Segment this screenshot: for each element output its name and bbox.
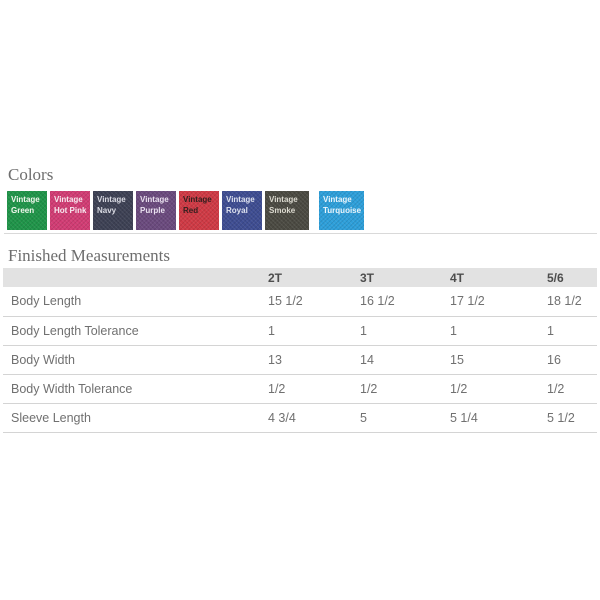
swatch-label-line2: Green — [11, 206, 35, 215]
table-header-row: 2T 3T 4T 5/6 — [3, 268, 597, 287]
cell-value: 1/2 — [260, 374, 352, 404]
size-header-5-6: 5/6 — [539, 268, 597, 287]
cell-value: 1/2 — [352, 374, 442, 404]
swatch-label-line2: Hot Pink — [54, 206, 87, 215]
cell-value: 1 — [260, 316, 352, 346]
row-label: Body Length — [3, 287, 260, 317]
size-header-3t: 3T — [352, 268, 442, 287]
table-row: Sleeve Length 4 3/4 5 5 1/4 5 1/2 — [3, 403, 597, 433]
size-header-blank — [3, 268, 260, 287]
swatch-vintage-royal[interactable]: Vintage Royal — [222, 191, 262, 230]
size-header-2t: 2T — [260, 268, 352, 287]
cell-value: 4 3/4 — [260, 403, 352, 433]
cell-value: 18 1/2 — [539, 287, 597, 317]
swatch-label-line1: Vintage — [140, 195, 169, 204]
cell-value: 1 — [352, 316, 442, 346]
cell-value: 13 — [260, 345, 352, 375]
cell-value: 17 1/2 — [442, 287, 539, 317]
section-divider — [4, 233, 597, 234]
row-label: Sleeve Length — [3, 403, 260, 433]
cell-value: 1 — [442, 316, 539, 346]
swatch-label-line1: Vintage — [323, 195, 352, 204]
cell-value: 16 1/2 — [352, 287, 442, 317]
cell-value: 15 — [442, 345, 539, 375]
swatch-vintage-turquoise[interactable]: Vintage Turquoise — [319, 191, 364, 230]
cell-value: 15 1/2 — [260, 287, 352, 317]
swatch-vintage-smoke[interactable]: Vintage Smoke — [265, 191, 309, 230]
swatch-label-line2: Turquoise — [323, 206, 362, 215]
swatch-label-line1: Vintage — [183, 195, 212, 204]
table-row: Body Width Tolerance 1/2 1/2 1/2 1/2 — [3, 374, 597, 404]
row-label: Body Width Tolerance — [3, 374, 260, 404]
swatch-label-line2: Purple — [140, 206, 165, 215]
row-label: Body Length Tolerance — [3, 316, 260, 346]
swatch-label-line1: Vintage — [97, 195, 126, 204]
swatch-vintage-red[interactable]: Vintage Red — [179, 191, 219, 230]
swatch-label-line2: Smoke — [269, 206, 296, 215]
cell-value: 1 — [539, 316, 597, 346]
cell-value: 5 1/4 — [442, 403, 539, 433]
product-detail-panel: Colors Vintage Green Vintage Hot Pink Vi… — [3, 165, 600, 433]
swatch-vintage-green[interactable]: Vintage Green — [7, 191, 47, 230]
row-label: Body Width — [3, 345, 260, 375]
swatch-label-line1: Vintage — [54, 195, 83, 204]
table-row: Body Length 15 1/2 16 1/2 17 1/2 18 1/2 — [3, 287, 597, 317]
cell-value: 14 — [352, 345, 442, 375]
swatch-label-line1: Vintage — [11, 195, 40, 204]
swatch-label-line2: Royal — [226, 206, 248, 215]
swatch-label-line2: Red — [183, 206, 199, 215]
cell-value: 16 — [539, 345, 597, 375]
size-header-4t: 4T — [442, 268, 539, 287]
cell-value: 5 — [352, 403, 442, 433]
table-row: Body Width 13 14 15 16 — [3, 345, 597, 375]
finished-measurements-table: 2T 3T 4T 5/6 Body Length 15 1/2 16 1/2 1… — [3, 268, 597, 433]
measurements-heading: Finished Measurements — [8, 246, 170, 265]
swatch-label-line2: Navy — [97, 206, 117, 215]
swatch-label-line1: Vintage — [269, 195, 298, 204]
swatch-vintage-navy[interactable]: Vintage Navy — [93, 191, 133, 230]
table-row: Body Length Tolerance 1 1 1 1 — [3, 316, 597, 346]
swatch-vintage-hot-pink[interactable]: Vintage Hot Pink — [50, 191, 90, 230]
cell-value: 1/2 — [442, 374, 539, 404]
swatch-label-line1: Vintage — [226, 195, 255, 204]
cell-value: 1/2 — [539, 374, 597, 404]
swatch-vintage-purple[interactable]: Vintage Purple — [136, 191, 176, 230]
color-swatch-row: Vintage Green Vintage Hot Pink Vintage N… — [7, 191, 600, 230]
colors-heading: Colors — [8, 165, 54, 184]
cell-value: 5 1/2 — [539, 403, 597, 433]
